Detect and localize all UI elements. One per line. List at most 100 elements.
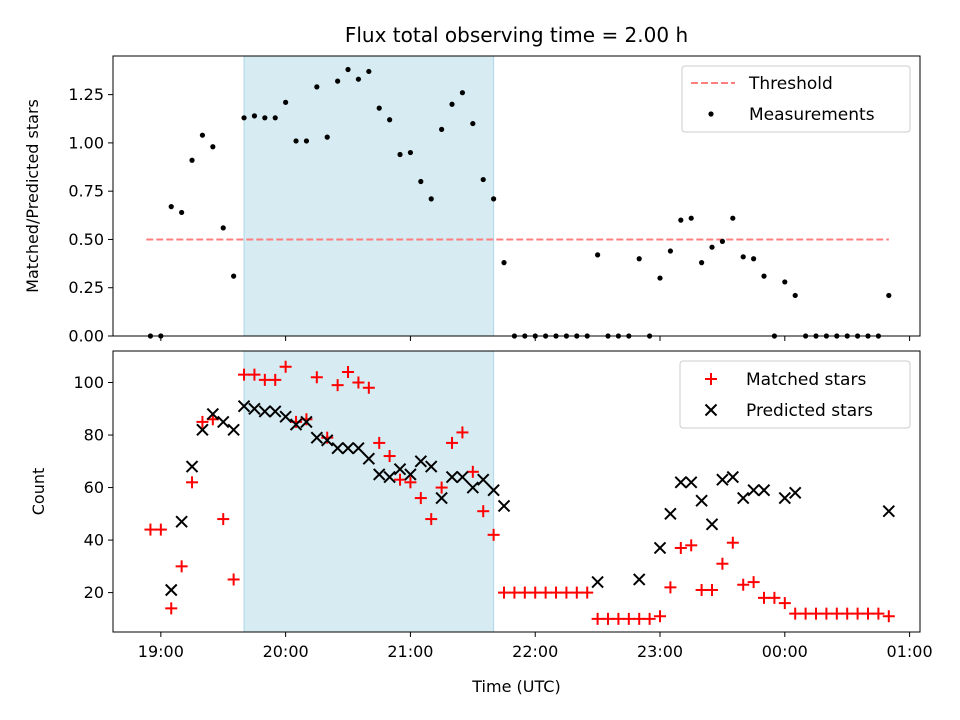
- predicted-star-point-b: [341, 441, 355, 455]
- matched-star-point: [685, 539, 698, 552]
- measurement-point: [220, 225, 226, 231]
- predicted-star-point-b: [383, 470, 396, 484]
- matched-star-point: [175, 560, 188, 573]
- predicted-star-point: [757, 483, 771, 497]
- predicted-star-point-b: [778, 491, 792, 505]
- matched-star-point: [841, 607, 854, 620]
- predicted-star-point: [383, 470, 396, 484]
- matched-star-point: [498, 586, 511, 599]
- matched-star-point: [560, 586, 573, 599]
- matched-star-point: [342, 366, 355, 379]
- measurement-point: [283, 99, 289, 105]
- measurement-point: [719, 238, 726, 244]
- matched-star-point: [851, 607, 864, 620]
- matched-star-point: [518, 586, 531, 599]
- matched-star-point: [404, 476, 417, 489]
- measurement-point: [324, 134, 330, 140]
- legend-threshold-label: Threshold: [748, 74, 833, 94]
- matched-star-point: [446, 436, 459, 449]
- matched-star-point: [726, 536, 739, 549]
- measurement-point: [189, 157, 195, 163]
- predicted-star-point-b: [393, 462, 407, 476]
- predicted-star-point-b: [633, 573, 646, 586]
- matched-star-point: [622, 612, 635, 625]
- measurement-point: [439, 126, 445, 132]
- predicted-star-point-b: [466, 481, 480, 494]
- predicted-star-point: [497, 499, 511, 513]
- matched-star-point: [373, 436, 386, 449]
- measurement-point: [241, 115, 247, 121]
- predicted-star-point: [477, 473, 490, 486]
- measurement-point: [740, 254, 746, 260]
- predicted-star-point: [435, 491, 448, 505]
- measurement-point: [636, 256, 642, 262]
- predicted-star-point: [591, 575, 604, 589]
- count-legend: Matched stars Predicted stars: [679, 360, 911, 429]
- measurement-point: [792, 292, 798, 299]
- measurement-point: [459, 90, 466, 96]
- ratio-y-tick-label: 0.50: [68, 230, 104, 249]
- count-y-tick-label: 100: [73, 373, 104, 392]
- measurement-point: [366, 68, 372, 75]
- matched-star-point: [716, 557, 729, 570]
- predicted-star-point-b: [248, 402, 261, 415]
- measurement-point: [667, 248, 674, 254]
- matched-star-point: [477, 505, 490, 518]
- predicted-star-point-b: [747, 483, 760, 497]
- matched-star-point: [435, 481, 448, 494]
- chart-title: Flux total observing time = 2.00 h: [345, 23, 688, 47]
- measurement-point: [709, 244, 715, 250]
- count-axes-frame: [112, 350, 921, 633]
- predicted-star-point-b: [362, 452, 376, 465]
- measurement-point: [179, 209, 185, 216]
- count-panel: 20 40 60 80 100 19:00 20:00 21:00 22:00 23:00 00:…: [29, 350, 933, 696]
- count-plot-area: [144, 360, 896, 625]
- predicted-star-point: [882, 504, 896, 518]
- matched-star-point: [466, 465, 479, 478]
- count-y-tick-label: 20: [84, 583, 104, 602]
- measurement-point: [397, 151, 403, 158]
- predicted-star-point: [185, 460, 199, 473]
- matched-star-point: [830, 607, 843, 620]
- predicted-star-point: [393, 462, 407, 476]
- matched-star-point: [414, 492, 427, 505]
- predicted-star-point: [664, 507, 677, 521]
- predicted-star-point-b: [716, 473, 729, 486]
- count-x-tick-label: 00:00: [762, 642, 808, 661]
- measurement-point: [480, 176, 486, 183]
- matched-star-point: [747, 576, 760, 589]
- predicted-star-point-b: [737, 491, 750, 505]
- measurement-point: [782, 279, 788, 285]
- legend-predicted-marker-b: [704, 403, 718, 417]
- measurement-point: [595, 252, 601, 258]
- predicted-star-point-b: [685, 476, 698, 489]
- measurement-point: [168, 204, 174, 210]
- measurement-point: [251, 113, 258, 119]
- predicted-star-point-b: [165, 583, 178, 597]
- legend-matched-marker: [705, 373, 717, 385]
- predicted-star-point-b: [414, 455, 428, 468]
- predicted-star-point-b: [695, 494, 708, 507]
- ratio-y-tick-label: 1.25: [68, 85, 104, 104]
- measurement-point: [470, 120, 476, 127]
- measurement-point: [210, 144, 216, 150]
- measurement-point: [501, 260, 507, 266]
- legend-matched-swatch: [705, 373, 717, 385]
- ratio-axes-frame: [112, 55, 921, 337]
- matched-star-point: [664, 581, 677, 594]
- count-y-tick-label: 60: [84, 478, 104, 497]
- measurement-point: [355, 76, 362, 82]
- predicted-star-point-b: [289, 418, 303, 431]
- measurement-point: [428, 196, 434, 202]
- legend-predicted-swatch: [704, 403, 718, 417]
- measurement-point: [886, 292, 892, 299]
- matched-star-point: [331, 379, 344, 392]
- count-legend-box: [679, 360, 911, 429]
- predicted-star-point: [737, 491, 750, 505]
- matched-star-point: [227, 573, 240, 586]
- predicted-star-point: [726, 470, 740, 484]
- measurement-point: [314, 84, 320, 90]
- predicted-star-point: [331, 441, 344, 455]
- predicted-star-point-b: [185, 460, 199, 473]
- matched-star-point: [789, 607, 802, 620]
